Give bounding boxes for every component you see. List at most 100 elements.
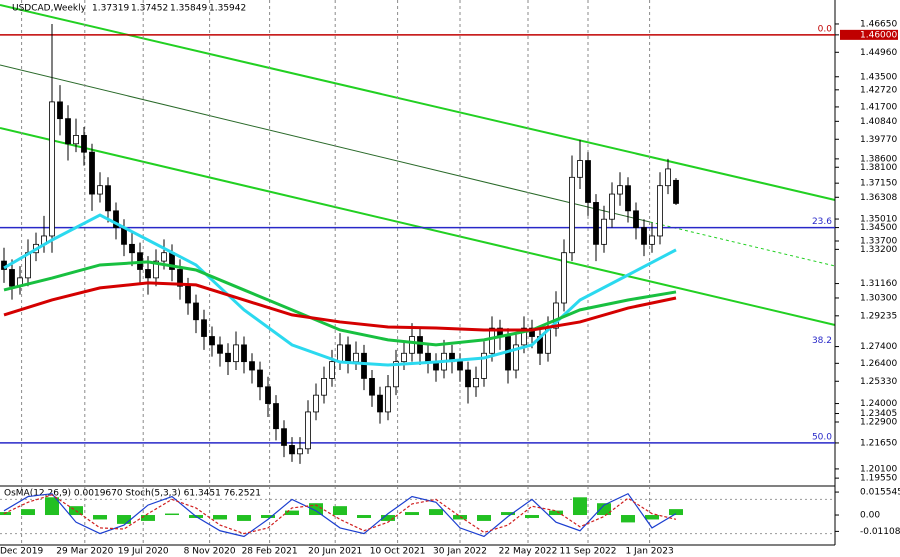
candle-body [481, 352, 487, 379]
candle-body [553, 302, 559, 329]
candle-body [129, 243, 135, 254]
candle-body [201, 319, 207, 337]
trend-line [649, 221, 836, 267]
candle-body [393, 361, 399, 388]
osma-bar [669, 509, 683, 516]
osma-bar [405, 512, 419, 516]
y-tick-label: 1.36308 [860, 193, 897, 203]
osma-bar [549, 510, 563, 516]
candle-body [473, 378, 479, 388]
candle-body [601, 218, 607, 245]
candle-body [281, 428, 287, 446]
level-label: 50.0 [812, 432, 832, 442]
level-label: 23.6 [812, 217, 832, 227]
candle-body [609, 193, 615, 220]
candle-body [153, 260, 159, 279]
candle-body [321, 378, 327, 396]
candle-body [73, 135, 79, 145]
y-tick-label: 1.20100 [860, 464, 897, 474]
x-tick-label: 22 May 2022 [499, 547, 558, 557]
candle-body [57, 101, 63, 120]
x-tick-label: 30 Jan 2022 [433, 547, 487, 557]
osma-bar [45, 497, 59, 516]
candle-body [249, 361, 255, 371]
y-tick-label: 1.40840 [860, 117, 897, 127]
moving-average [3, 260, 677, 347]
candle-body [633, 210, 639, 228]
x-tick-label: 29 Mar 2020 [56, 547, 113, 557]
osma-bar [213, 515, 227, 520]
ohlc-low: 1.35849 [170, 4, 207, 14]
candle-body [177, 269, 183, 287]
osma-bar [429, 509, 443, 516]
osma-bar [597, 503, 611, 516]
osma-bar [501, 512, 515, 516]
candle-body [185, 285, 191, 304]
candle-body [105, 185, 111, 212]
osma-bar [573, 497, 587, 516]
y-tick-label: 1.38100 [860, 163, 897, 173]
candle-body [577, 160, 583, 178]
osma-bar [261, 515, 275, 518]
candle-body [257, 369, 263, 388]
y-tick-label: 1.26400 [860, 359, 897, 369]
trend-line [0, 4, 836, 201]
level-label: 38.2 [812, 336, 832, 346]
candle-body [665, 168, 671, 187]
candle-body [409, 336, 415, 354]
candle-body [625, 185, 631, 212]
candle-body [425, 352, 431, 363]
candle-body [113, 210, 119, 228]
trend-line [0, 127, 836, 326]
y-tick-label: 1.31160 [860, 279, 897, 289]
osma-bar [453, 515, 467, 520]
candle-body [289, 445, 295, 455]
candle-body [273, 403, 279, 430]
y-tick-label: -0.011083 [860, 527, 900, 537]
x-tick-label: 19 Jul 2020 [118, 547, 169, 557]
osma-bar [165, 513, 179, 516]
candle-body [297, 448, 303, 455]
candle-body [49, 101, 55, 237]
candle-body [9, 269, 15, 287]
candle-body [465, 369, 471, 388]
y-tick-label: 1.44960 [860, 48, 897, 58]
candle-body [673, 179, 679, 204]
candle-body [657, 185, 663, 237]
osma-bar [237, 515, 251, 521]
y-tick-highlight [840, 29, 898, 40]
candle-body [377, 394, 383, 413]
x-tick-label: 11 Sep 2022 [559, 547, 616, 557]
y-tick-label: 1.33200 [860, 245, 897, 255]
y-tick-label: 0.00 [860, 511, 880, 521]
candle-body [329, 361, 335, 379]
y-tick-label: 1.33700 [860, 236, 897, 246]
candle-body [361, 352, 367, 379]
y-tick-label: 0.0155457 [860, 488, 900, 498]
osma-bar [621, 515, 635, 523]
candle-body [225, 352, 231, 363]
trend-line [0, 64, 651, 223]
y-tick-label: 1.43500 [860, 72, 897, 82]
y-tick-label: 1.41700 [860, 102, 897, 112]
y-tick-label: 1.39770 [860, 135, 897, 145]
osma-bar [357, 515, 371, 518]
y-tick-label: 1.25330 [860, 377, 897, 387]
candle-body [65, 118, 71, 145]
candle-body [457, 361, 463, 371]
y-tick-label: 1.29235 [860, 311, 897, 321]
chart-title: USDCAD,Weekly [12, 4, 87, 14]
candle-body [617, 185, 623, 195]
x-tick-label: 1 Jan 2023 [625, 547, 673, 557]
candle-body [489, 327, 495, 354]
candle-body [401, 352, 407, 363]
osma-bar [285, 510, 299, 516]
candle-body [529, 327, 535, 337]
candle-body [337, 344, 343, 363]
y-tick-label: 1.19550 [860, 474, 897, 484]
y-tick-label: 1.46650 [860, 19, 897, 29]
candle-body [313, 394, 319, 413]
candle-body [593, 202, 599, 245]
